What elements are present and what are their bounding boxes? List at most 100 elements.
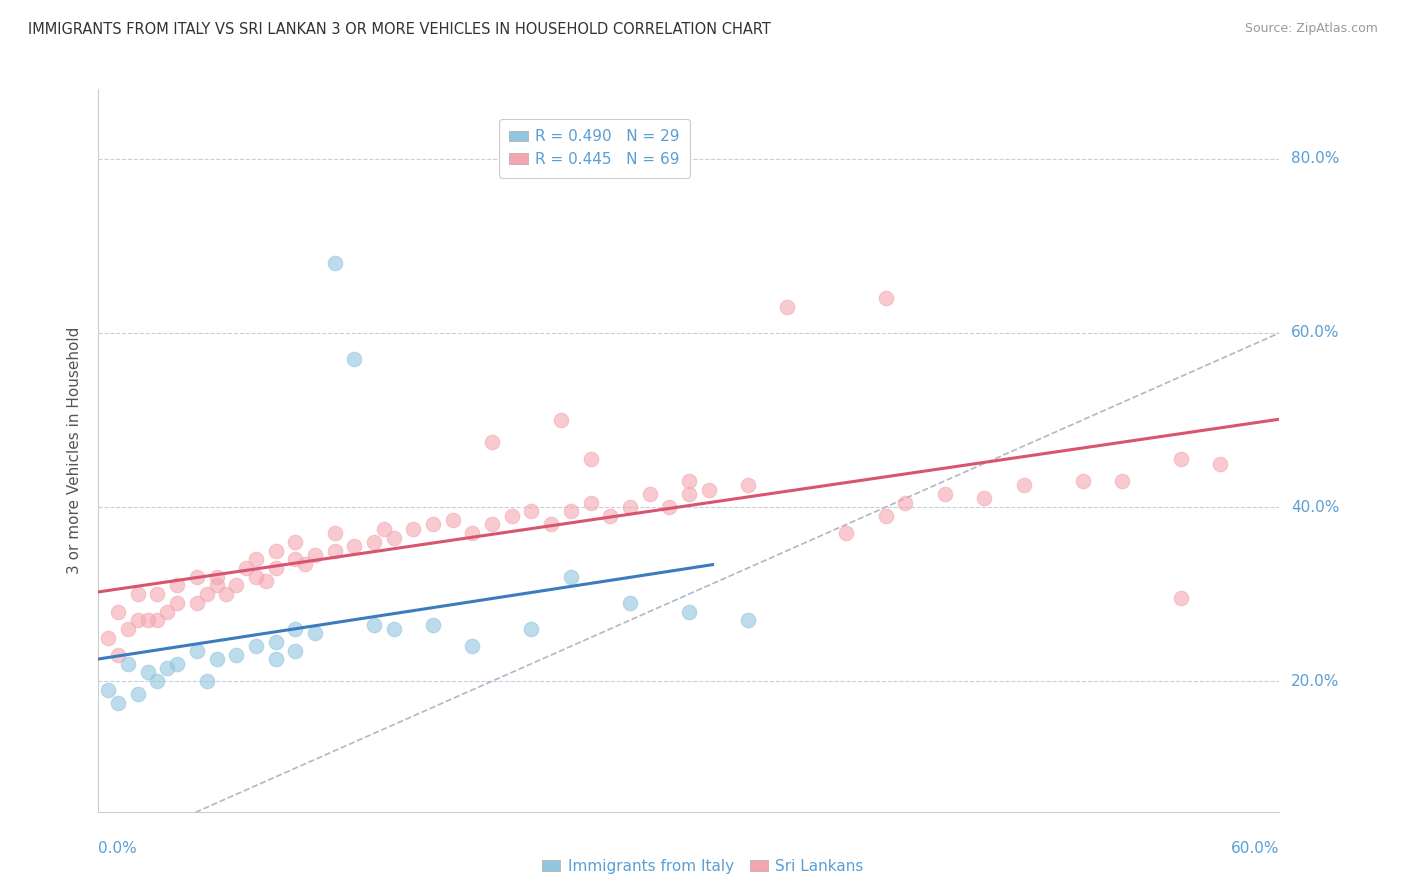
Point [304,626,326,640]
Point [422,517,444,532]
Point [235,561,257,575]
Point [97,631,120,645]
Point [107,696,129,710]
Point [264,561,287,575]
Point [1170,452,1192,467]
Point [146,613,169,627]
Point [146,587,169,601]
Point [678,487,700,501]
Point [284,622,307,636]
Point [1071,474,1094,488]
Point [520,622,543,636]
Point [619,596,641,610]
Point [934,487,956,501]
Point [166,596,188,610]
Point [294,557,316,571]
Text: 20.0%: 20.0% [1291,673,1340,689]
Point [1012,478,1035,492]
Point [166,578,188,592]
Point [638,487,661,501]
Point [599,508,621,523]
Point [481,434,503,449]
Text: IMMIGRANTS FROM ITALY VS SRI LANKAN 3 OR MORE VEHICLES IN HOUSEHOLD CORRELATION : IMMIGRANTS FROM ITALY VS SRI LANKAN 3 OR… [28,22,770,37]
Text: Source: ZipAtlas.com: Source: ZipAtlas.com [1244,22,1378,36]
Point [136,613,159,627]
Point [284,534,307,549]
Point [156,661,179,675]
Text: 60.0%: 60.0% [1232,840,1279,855]
Point [382,531,405,545]
Point [225,578,247,592]
Point [973,491,995,506]
Point [402,522,425,536]
Text: 0.0%: 0.0% [98,840,138,855]
Point [619,500,641,514]
Point [1209,457,1232,471]
Point [678,474,700,488]
Point [1111,474,1133,488]
Point [461,640,484,654]
Point [835,526,858,541]
Point [245,640,267,654]
Point [501,508,523,523]
Point [343,539,366,553]
Point [441,513,464,527]
Point [363,534,385,549]
Point [186,643,208,657]
Point [875,291,897,305]
Point [127,587,149,601]
Point [323,256,346,270]
Point [382,622,405,636]
Point [737,613,759,627]
Point [579,452,602,467]
Point [461,526,484,541]
Point [136,665,159,680]
Point [737,478,759,492]
Point [245,570,267,584]
Point [186,596,208,610]
Point [156,605,179,619]
Point [323,526,346,541]
Point [107,605,129,619]
Point [1170,591,1192,606]
Point [146,674,169,689]
Point [579,496,602,510]
Text: 80.0%: 80.0% [1291,152,1340,166]
Point [205,570,228,584]
Point [481,517,503,532]
Point [284,643,307,657]
Point [195,587,218,601]
Point [323,543,346,558]
Point [195,674,218,689]
Point [776,300,799,314]
Point [560,504,582,518]
Point [117,622,139,636]
Legend: R = 0.490   N = 29, R = 0.445   N = 69: R = 0.490 N = 29, R = 0.445 N = 69 [499,119,690,178]
Y-axis label: 3 or more Vehicles in Household: 3 or more Vehicles in Household [67,326,83,574]
Point [560,570,582,584]
Point [264,543,287,558]
Point [284,552,307,566]
Point [875,508,897,523]
Point [186,570,208,584]
Point [264,635,287,649]
Point [422,617,444,632]
Point [205,578,228,592]
Point [697,483,720,497]
Point [363,617,385,632]
Text: 60.0%: 60.0% [1291,326,1340,341]
Text: 40.0%: 40.0% [1291,500,1340,515]
Point [166,657,188,671]
Point [678,605,700,619]
Point [520,504,543,518]
Point [894,496,917,510]
Point [304,548,326,562]
Point [107,648,129,662]
Point [127,613,149,627]
Point [343,352,366,367]
Point [658,500,681,514]
Point [225,648,247,662]
Point [245,552,267,566]
Point [254,574,277,588]
Point [127,687,149,701]
